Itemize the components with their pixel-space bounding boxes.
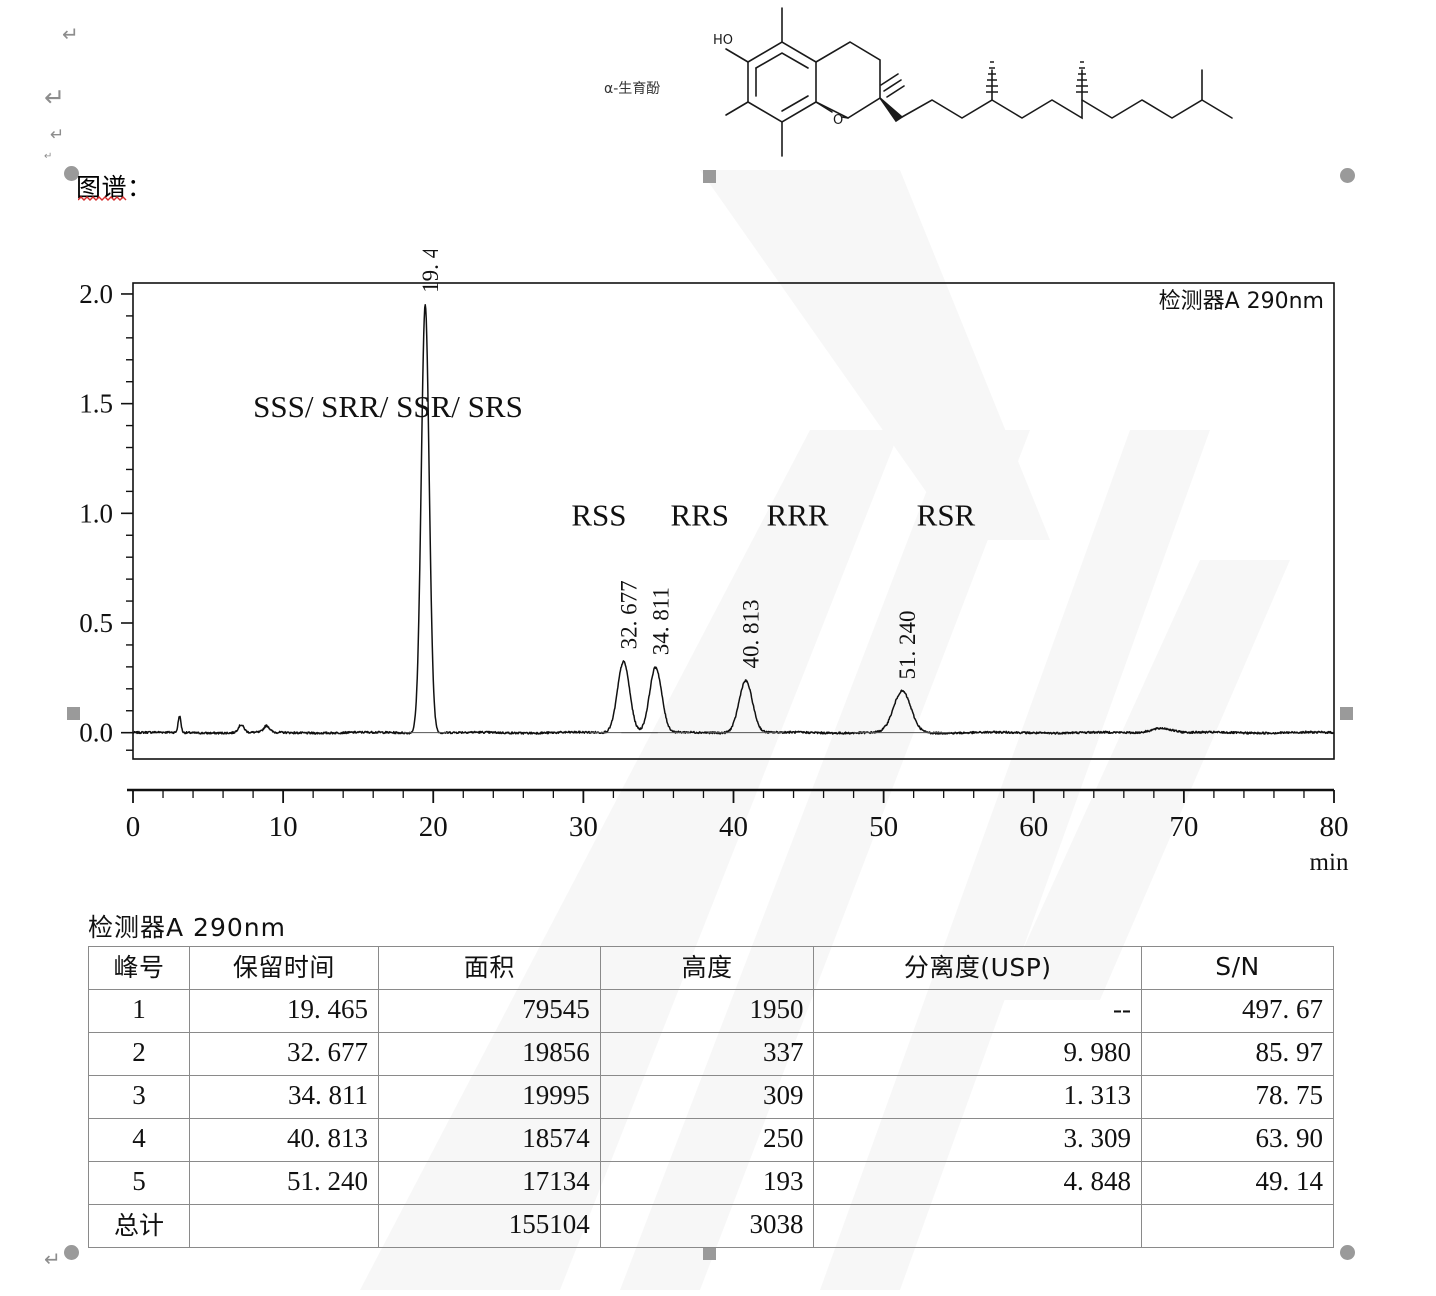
svg-text:RSR: RSR xyxy=(917,497,976,532)
header-area: 面积 xyxy=(377,946,601,990)
header-resolution: 分离度(USP) xyxy=(813,946,1142,990)
svg-text:60: 60 xyxy=(1019,811,1048,843)
table-row: 4 40. 813 18574 250 3. 309 63. 90 xyxy=(88,1118,1335,1162)
cell-sn: 49. 14 xyxy=(1140,1161,1335,1205)
cell-total-height: 3038 xyxy=(599,1204,815,1248)
selection-handle-middle-left[interactable] xyxy=(67,707,80,720)
svg-text:O: O xyxy=(833,113,843,128)
svg-text:50: 50 xyxy=(869,811,898,843)
cell-resolution: 9. 980 xyxy=(813,1032,1142,1076)
header-sn: S/N xyxy=(1140,946,1335,990)
cell-height: 250 xyxy=(599,1118,815,1162)
svg-text:80: 80 xyxy=(1320,811,1349,843)
paragraph-mark-icon: ↵ xyxy=(44,83,65,112)
paragraph-mark-icon: ↵ xyxy=(44,151,53,162)
chromatogram: 检测器A 290nm 0.0 0.5 1.0 1.5 2.0 0 10 20 30 40 50 60 70… xyxy=(0,250,1436,870)
cell-total-rt xyxy=(188,1204,379,1248)
selection-handle-bottom-right[interactable] xyxy=(1340,1245,1355,1260)
svg-text:0.0: 0.0 xyxy=(79,718,113,748)
svg-text:检测器A 290nm: 检测器A 290nm xyxy=(1159,289,1324,314)
cell-sn: 85. 97 xyxy=(1140,1032,1335,1076)
table-header-row: 峰号 保留时间 面积 高度 分离度(USP) S/N xyxy=(88,946,1335,990)
cell-height: 309 xyxy=(599,1075,815,1119)
cell-resolution: 3. 309 xyxy=(813,1118,1142,1162)
svg-text:34. 811: 34. 811 xyxy=(649,587,674,655)
svg-text:min: min xyxy=(1310,849,1349,870)
spellcheck-underline xyxy=(78,196,127,201)
cell-area: 19856 xyxy=(377,1032,601,1076)
svg-text:SSS/ SRR/ SSR/ SRS: SSS/ SRR/ SSR/ SRS xyxy=(253,389,523,424)
cell-resolution: 4. 848 xyxy=(813,1161,1142,1205)
cell-height: 1950 xyxy=(599,989,815,1033)
molecule-structure-alpha-tocopherol: HO O xyxy=(580,0,1280,180)
cell-total-label: 总计 xyxy=(88,1204,190,1248)
svg-text:1.5: 1.5 xyxy=(79,389,113,419)
molecule-label: α-生育酚 xyxy=(604,81,661,97)
svg-text:40: 40 xyxy=(719,811,748,843)
header-peak-no: 峰号 xyxy=(88,946,190,990)
svg-text:20: 20 xyxy=(419,811,448,843)
svg-text:HO: HO xyxy=(713,33,733,48)
table-row: 5 51. 240 17134 193 4. 848 49. 14 xyxy=(88,1161,1335,1205)
svg-text:2.0: 2.0 xyxy=(79,279,113,309)
cell-retention: 40. 813 xyxy=(188,1118,379,1162)
cell-retention: 19. 465 xyxy=(188,989,379,1033)
cell-retention: 34. 811 xyxy=(188,1075,379,1119)
cell-retention: 51. 240 xyxy=(188,1161,379,1205)
svg-text:RRR: RRR xyxy=(767,497,829,532)
results-table: 峰号 保留时间 面积 高度 分离度(USP) S/N 1 19. 465 795… xyxy=(88,946,1335,1248)
cell-total-resolution xyxy=(813,1204,1142,1248)
svg-text:0: 0 xyxy=(126,811,141,843)
cell-peak-no: 5 xyxy=(88,1161,190,1205)
selection-handle-top-center[interactable] xyxy=(703,170,716,183)
table-row: 3 34. 811 19995 309 1. 313 78. 75 xyxy=(88,1075,1335,1119)
cell-total-sn xyxy=(1140,1204,1335,1248)
cell-sn: 78. 75 xyxy=(1140,1075,1335,1119)
table-row: 2 32. 677 19856 337 9. 980 85. 97 xyxy=(88,1032,1335,1076)
page-caption: 图谱： xyxy=(76,173,153,202)
paragraph-mark-icon: ↵ xyxy=(50,125,65,145)
cell-area: 19995 xyxy=(377,1075,601,1119)
paragraph-mark-icon: ↵ xyxy=(62,22,79,46)
cell-peak-no: 3 xyxy=(88,1075,190,1119)
svg-text:1.0: 1.0 xyxy=(79,498,113,528)
header-height: 高度 xyxy=(599,946,815,990)
results-table-title: 检测器A 290nm xyxy=(88,913,286,942)
table-total-row: 总计 155104 3038 xyxy=(88,1204,1335,1248)
cell-area: 17134 xyxy=(377,1161,601,1205)
cell-sn: 497. 67 xyxy=(1140,989,1335,1033)
cell-area: 18574 xyxy=(377,1118,601,1162)
svg-text:30: 30 xyxy=(569,811,598,843)
selection-handle-top-right[interactable] xyxy=(1340,168,1355,183)
cell-area: 79545 xyxy=(377,989,601,1033)
cell-sn: 63. 90 xyxy=(1140,1118,1335,1162)
table-row: 1 19. 465 79545 1950 -- 497. 67 xyxy=(88,989,1335,1033)
paragraph-mark-icon: ↵ xyxy=(44,1247,61,1271)
svg-text:RSS: RSS xyxy=(571,497,626,532)
cell-resolution: -- xyxy=(813,989,1142,1033)
cell-resolution: 1. 313 xyxy=(813,1075,1142,1119)
cell-retention: 32. 677 xyxy=(188,1032,379,1076)
svg-text:40. 813: 40. 813 xyxy=(739,599,764,668)
svg-text:32. 677: 32. 677 xyxy=(617,580,642,649)
selection-handle-middle-right[interactable] xyxy=(1340,707,1353,720)
svg-text:51. 240: 51. 240 xyxy=(895,610,920,679)
svg-text:RRS: RRS xyxy=(670,497,729,532)
svg-text:10: 10 xyxy=(269,811,298,843)
selection-handle-bottom-center[interactable] xyxy=(703,1247,716,1260)
cell-peak-no: 2 xyxy=(88,1032,190,1076)
cell-height: 193 xyxy=(599,1161,815,1205)
selection-handle-bottom-left[interactable] xyxy=(64,1245,79,1260)
svg-text:70: 70 xyxy=(1169,811,1198,843)
svg-text:0.5: 0.5 xyxy=(79,608,113,638)
cell-total-area: 155104 xyxy=(377,1204,601,1248)
cell-peak-no: 4 xyxy=(88,1118,190,1162)
cell-height: 337 xyxy=(599,1032,815,1076)
header-retention: 保留时间 xyxy=(188,946,379,990)
svg-text:19. 465: 19. 465 xyxy=(418,250,443,293)
cell-peak-no: 1 xyxy=(88,989,190,1033)
selection-handle-top-left[interactable] xyxy=(64,166,79,181)
